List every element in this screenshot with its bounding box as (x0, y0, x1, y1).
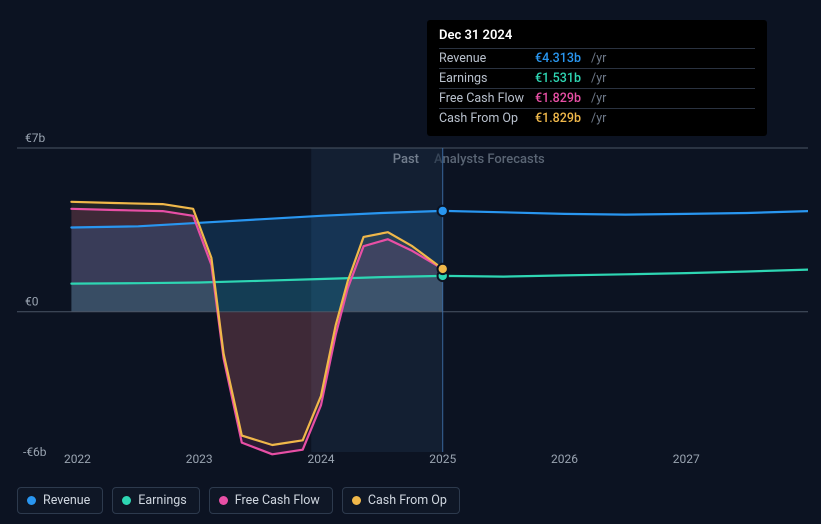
tooltip-metric-value: €1.829b (535, 111, 581, 126)
legend-label: Cash From Op (368, 493, 447, 508)
svg-text:€0: €0 (25, 295, 39, 309)
tooltip-metric-label: Earnings (439, 71, 527, 86)
legend-item-earnings[interactable]: Earnings (112, 487, 199, 514)
tooltip-row: Earnings €1.531b/yr (439, 68, 755, 88)
x-axis: 2022 2023 2024 2025 2026 2027 (17, 452, 808, 470)
legend: Revenue Earnings Free Cash Flow Cash From O… (17, 487, 460, 514)
x-tick: 2025 (429, 452, 456, 466)
legend-swatch (122, 496, 131, 505)
legend-item-revenue[interactable]: Revenue (17, 487, 103, 514)
tooltip-metric-value: €1.829b (535, 91, 581, 106)
legend-swatch (219, 496, 228, 505)
chart-tooltip: Dec 31 2024 Revenue €4.313b/yr Earnings €1.… (427, 20, 767, 136)
x-tick: 2024 (307, 452, 334, 466)
tooltip-date: Dec 31 2024 (439, 28, 755, 48)
legend-item-cash-from-op[interactable]: Cash From Op (342, 487, 460, 514)
x-tick: 2027 (673, 452, 700, 466)
x-tick: 2023 (186, 452, 213, 466)
tooltip-metric-unit: /yr (591, 91, 606, 106)
legend-label: Revenue (43, 493, 90, 508)
legend-label: Free Cash Flow (235, 493, 320, 508)
financials-chart: €7b€0-€6b (17, 122, 808, 452)
tooltip-metric-label: Cash From Op (439, 111, 527, 126)
tooltip-metric-label: Revenue (439, 51, 527, 66)
legend-swatch (27, 496, 36, 505)
x-tick: 2022 (64, 452, 91, 466)
tooltip-metric-unit: /yr (591, 51, 606, 66)
tooltip-metric-unit: /yr (591, 71, 606, 86)
tooltip-row: Revenue €4.313b/yr (439, 48, 755, 68)
svg-text:€7b: €7b (25, 131, 45, 145)
tooltip-metric-value: €4.313b (535, 51, 581, 66)
tooltip-metric-value: €1.531b (535, 71, 581, 86)
x-tick: 2026 (551, 452, 578, 466)
tooltip-row: Free Cash Flow €1.829b/yr (439, 88, 755, 108)
tooltip-metric-unit: /yr (591, 111, 606, 126)
legend-swatch (352, 496, 361, 505)
legend-item-free-cash-flow[interactable]: Free Cash Flow (209, 487, 333, 514)
legend-label: Earnings (138, 493, 186, 508)
tooltip-row: Cash From Op €1.829b/yr (439, 108, 755, 128)
tooltip-metric-label: Free Cash Flow (439, 91, 527, 106)
